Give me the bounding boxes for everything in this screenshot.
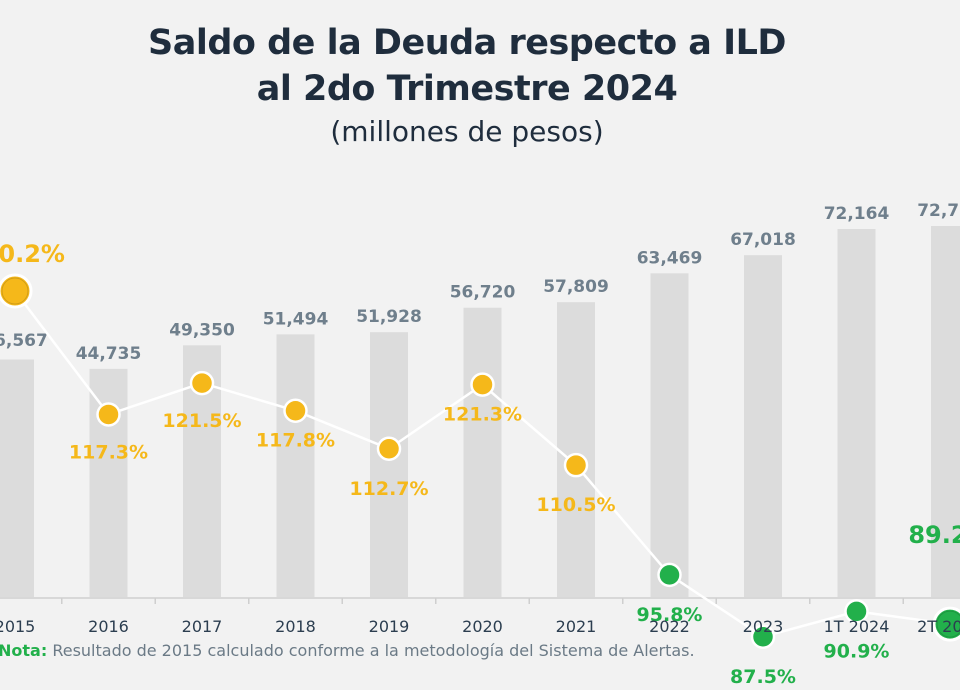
title-line-2: al 2do Trimestre 2024 (256, 69, 678, 109)
footnote-label: Nota: (0, 641, 48, 660)
ratio-label: 130.2% (0, 240, 65, 268)
ratio-label: 90.9% (824, 640, 890, 662)
ratio-marker (844, 599, 869, 624)
bar-2020 (463, 307, 502, 597)
ratio-marker (657, 562, 682, 588)
x-tick-label: 2015 (0, 617, 35, 636)
bar-value-label: 67,018 (730, 230, 796, 250)
ratio-marker (750, 624, 776, 649)
ratio-label: 110.5% (536, 494, 615, 516)
x-tick-label: 2021 (556, 617, 597, 636)
bar-2018 (276, 334, 315, 597)
x-tick-label: 2016 (88, 617, 129, 636)
ratio-marker (96, 402, 121, 427)
footnote-text: Resultado de 2015 calculado conforme a l… (47, 641, 695, 660)
x-tick-label: 2023 (743, 617, 784, 636)
x-tick-label: 1T 2024 (824, 617, 890, 636)
ratio-label: 121.3% (443, 404, 522, 426)
bar-value-label: 51,928 (356, 307, 422, 327)
bar-1T 2024 (837, 228, 876, 597)
x-tick-label: 2T 2024 (917, 617, 960, 636)
bar-value-label: 72,164 (824, 204, 890, 224)
ratio-marker (936, 610, 960, 638)
bar-value-label: 72,737 (917, 201, 960, 221)
bar-value-label: 63,469 (637, 248, 703, 268)
chart-title: Saldo de la Deuda respecto a ILD al 2do … (0, 20, 934, 112)
bar-2019 (370, 332, 408, 597)
ratio-marker (1, 277, 29, 305)
x-tick-label: 2017 (182, 617, 223, 636)
bar-value-label: 46,567 (0, 331, 48, 351)
bar-value-label: 57,809 (543, 277, 609, 297)
bar-2T 2024 (931, 226, 960, 597)
x-tick-label: 2020 (462, 617, 503, 636)
bar-2015 (0, 359, 34, 597)
bar-value-label: 56,720 (450, 283, 516, 303)
ratio-label: 87.5% (730, 666, 796, 688)
footnote: Nota: Resultado de 2015 calculado confor… (0, 641, 695, 660)
bar-value-label: 44,735 (76, 344, 142, 364)
ratio-marker (189, 370, 215, 396)
bar-value-label: 51,494 (263, 309, 329, 329)
ratio-label: 112.7% (349, 478, 428, 500)
x-tick-label: 2022 (649, 617, 690, 636)
ratio-marker (376, 436, 402, 462)
x-tick-label: 2019 (369, 617, 410, 636)
ratio-label: 95.8% (637, 604, 703, 626)
x-tick-label: 2018 (275, 617, 316, 636)
bar-2023 (744, 255, 782, 598)
chart-subtitle: (millones de pesos) (330, 115, 604, 148)
ratio-marker (470, 372, 495, 397)
ratio-label: 117.8% (256, 430, 335, 452)
ratio-marker (563, 452, 589, 478)
title-line-1: Saldo de la Deuda respecto a ILD (148, 23, 786, 63)
bar-2021 (557, 302, 595, 597)
bar-2022 (650, 273, 689, 597)
bar-value-label: 49,350 (169, 320, 235, 340)
ratio-label: 89.2% (908, 521, 960, 549)
ratio-label: 117.3% (69, 441, 148, 463)
ratio-marker (283, 398, 308, 423)
ratio-label: 121.5% (162, 410, 241, 432)
